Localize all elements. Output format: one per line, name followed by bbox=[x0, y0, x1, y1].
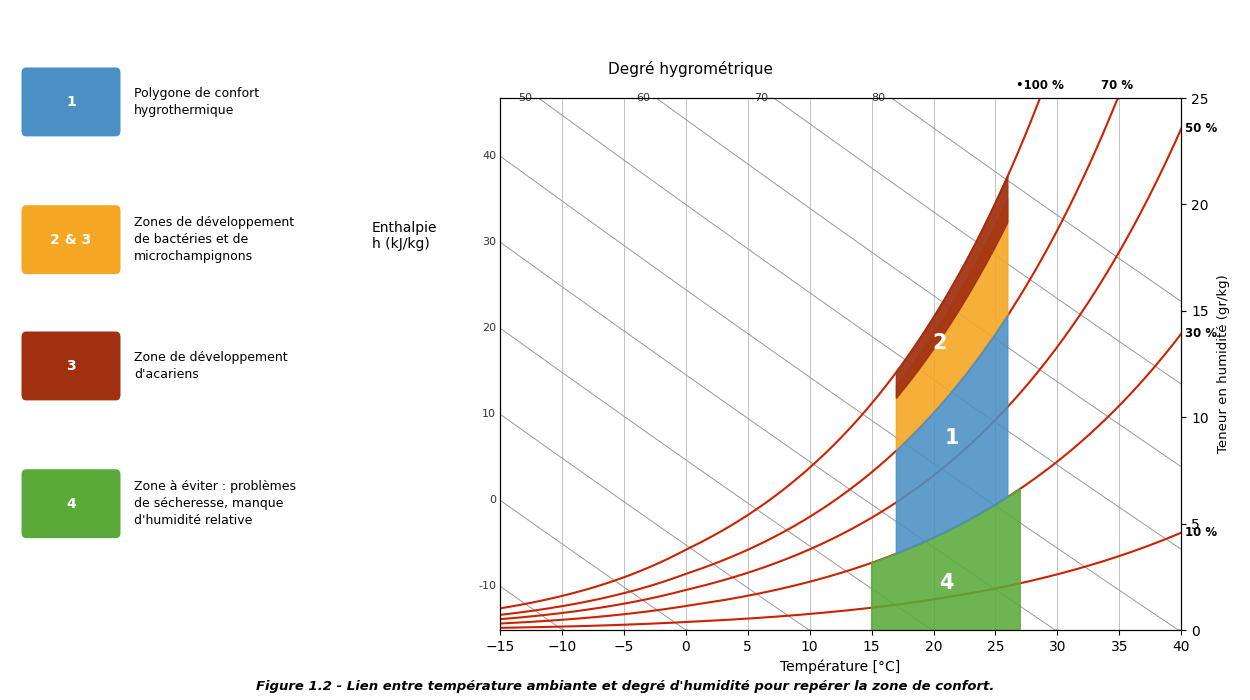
Text: -10: -10 bbox=[479, 581, 496, 592]
Polygon shape bbox=[896, 199, 1008, 451]
Text: Enthalpie
h (kJ/kg): Enthalpie h (kJ/kg) bbox=[372, 221, 438, 251]
Text: 70: 70 bbox=[754, 93, 768, 103]
Y-axis label: Teneur en humidité (gr/kg): Teneur en humidité (gr/kg) bbox=[1218, 274, 1230, 454]
Text: 10: 10 bbox=[482, 409, 496, 419]
Text: Zone de développement
d'acariens: Zone de développement d'acariens bbox=[134, 351, 288, 381]
Text: 50: 50 bbox=[519, 93, 532, 103]
Text: •100 %: •100 % bbox=[1015, 78, 1064, 92]
Text: 3: 3 bbox=[945, 184, 959, 204]
Text: 1: 1 bbox=[66, 95, 76, 109]
Text: Polygone de confort
hygrothermique: Polygone de confort hygrothermique bbox=[134, 87, 259, 117]
Text: 4: 4 bbox=[939, 573, 954, 593]
Text: 3: 3 bbox=[66, 359, 76, 373]
FancyBboxPatch shape bbox=[21, 205, 120, 274]
Text: Degré hygrométrique: Degré hygrométrique bbox=[609, 61, 774, 77]
Text: 60: 60 bbox=[636, 93, 650, 103]
FancyBboxPatch shape bbox=[21, 469, 120, 538]
Text: Figure 1.2 - Lien entre température ambiante et degré d'humidité pour repérer la: Figure 1.2 - Lien entre température ambi… bbox=[256, 680, 994, 693]
Text: 2 & 3: 2 & 3 bbox=[50, 232, 91, 246]
Polygon shape bbox=[871, 489, 1020, 630]
Text: 40: 40 bbox=[482, 151, 496, 161]
Text: 20: 20 bbox=[482, 323, 496, 333]
Text: 30: 30 bbox=[482, 237, 496, 247]
Polygon shape bbox=[896, 315, 1008, 554]
Text: 10 %: 10 % bbox=[1185, 526, 1218, 539]
Polygon shape bbox=[896, 176, 1008, 398]
Text: 1: 1 bbox=[945, 428, 959, 449]
Text: 4: 4 bbox=[66, 497, 76, 511]
Text: Zones de développement
de bactéries et de
microchampignons: Zones de développement de bactéries et d… bbox=[134, 216, 294, 263]
X-axis label: Température [°C]: Température [°C] bbox=[780, 659, 901, 674]
FancyBboxPatch shape bbox=[21, 332, 120, 400]
Text: 50 %: 50 % bbox=[1185, 122, 1218, 135]
Text: 2: 2 bbox=[932, 332, 948, 353]
Text: 0: 0 bbox=[489, 495, 496, 505]
Text: 70 %: 70 % bbox=[1101, 78, 1134, 92]
Text: Zone à éviter : problèmes
de sécheresse, manque
d'humidité relative: Zone à éviter : problèmes de sécheresse,… bbox=[134, 480, 296, 527]
Text: 80: 80 bbox=[871, 93, 885, 103]
FancyBboxPatch shape bbox=[21, 67, 120, 136]
Text: 30 %: 30 % bbox=[1185, 327, 1218, 340]
